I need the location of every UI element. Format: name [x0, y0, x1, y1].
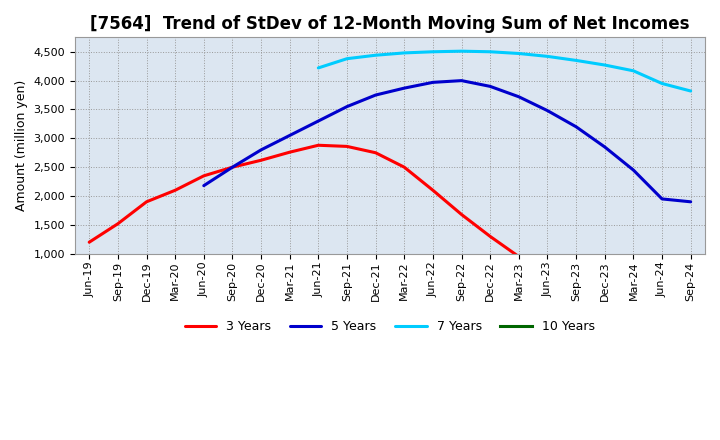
3 Years	[114, 221, 122, 227]
5 Years	[372, 92, 380, 98]
7 Years	[543, 54, 552, 59]
3 Years	[543, 268, 552, 274]
7 Years	[428, 49, 437, 55]
3 Years	[486, 234, 495, 239]
7 Years	[343, 56, 351, 61]
5 Years	[199, 183, 208, 188]
7 Years	[600, 62, 609, 68]
5 Years	[400, 85, 408, 91]
3 Years	[657, 263, 666, 268]
3 Years	[171, 187, 179, 193]
3 Years	[228, 165, 237, 170]
7 Years	[372, 53, 380, 58]
3 Years	[257, 158, 266, 163]
Title: [7564]  Trend of StDev of 12-Month Moving Sum of Net Incomes: [7564] Trend of StDev of 12-Month Moving…	[90, 15, 690, 33]
7 Years	[486, 49, 495, 55]
3 Years	[457, 212, 466, 217]
Legend: 3 Years, 5 Years, 7 Years, 10 Years: 3 Years, 5 Years, 7 Years, 10 Years	[180, 315, 600, 338]
7 Years	[515, 51, 523, 56]
5 Years	[343, 104, 351, 109]
5 Years	[457, 78, 466, 83]
5 Years	[686, 199, 695, 205]
Line: 5 Years: 5 Years	[204, 81, 690, 202]
3 Years	[285, 150, 294, 155]
7 Years	[572, 58, 580, 63]
7 Years	[686, 88, 695, 94]
7 Years	[314, 65, 323, 70]
5 Years	[629, 168, 638, 173]
7 Years	[400, 50, 408, 55]
3 Years	[372, 150, 380, 155]
5 Years	[572, 124, 580, 129]
5 Years	[285, 133, 294, 138]
3 Years	[343, 144, 351, 149]
3 Years	[515, 254, 523, 259]
5 Years	[486, 84, 495, 89]
7 Years	[629, 68, 638, 73]
7 Years	[457, 48, 466, 54]
3 Years	[85, 239, 94, 245]
5 Years	[428, 80, 437, 85]
5 Years	[257, 147, 266, 153]
5 Years	[515, 94, 523, 99]
5 Years	[543, 108, 552, 113]
3 Years	[314, 143, 323, 148]
3 Years	[199, 173, 208, 179]
Line: 7 Years: 7 Years	[318, 51, 690, 91]
5 Years	[228, 165, 237, 170]
Y-axis label: Amount (million yen): Amount (million yen)	[15, 80, 28, 211]
Line: 3 Years: 3 Years	[89, 145, 662, 278]
5 Years	[600, 144, 609, 150]
5 Years	[314, 118, 323, 124]
7 Years	[657, 81, 666, 86]
3 Years	[142, 199, 150, 205]
3 Years	[572, 275, 580, 281]
3 Years	[629, 267, 638, 272]
3 Years	[400, 165, 408, 170]
3 Years	[600, 271, 609, 277]
5 Years	[657, 196, 666, 202]
3 Years	[428, 187, 437, 193]
